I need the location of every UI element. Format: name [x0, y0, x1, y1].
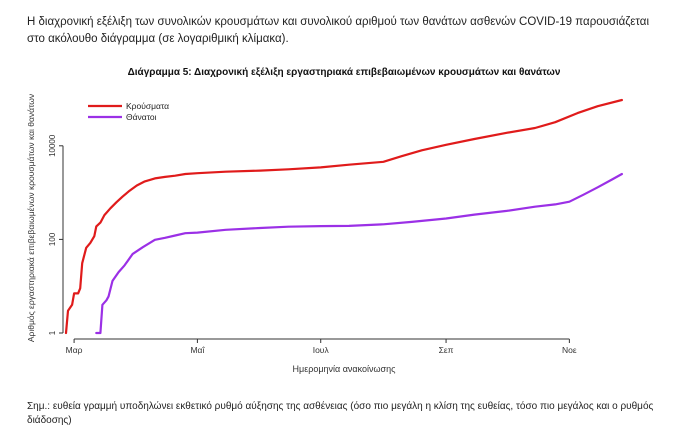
legend-label-1: Κρούσματα — [126, 101, 169, 111]
x-tick-label: Ιουλ — [313, 345, 330, 355]
legend-label-2: Θάνατοι — [126, 112, 157, 122]
line-chart: 1 100 10000 Μαρ Μαΐ Ιουλ Σεπ Νοε ΚρούσματαΘάνατ… — [26, 94, 623, 374]
y-tick-label: 1 — [48, 330, 57, 335]
x-axis-label: Ημερομηνία ανακοίνωσης — [293, 364, 397, 374]
y-tick-label: 100 — [48, 232, 57, 246]
chart-axes: 1 100 10000 Μαρ Μαΐ Ιουλ Σεπ Νοε — [48, 134, 577, 355]
x-tick-label: Σεπ — [439, 345, 454, 355]
x-tick-label: Μαΐ — [190, 345, 205, 355]
chart-series — [64, 98, 623, 335]
intro-paragraph: Η διαχρονική εξέλιξη των συνολικών κρουσ… — [27, 16, 649, 45]
x-tick-label: Μαρ — [66, 345, 83, 355]
footnote: Σημ.: ευθεία γραμμή υποδηλώνει εκθετικό … — [27, 401, 654, 426]
x-tick-label: Νοε — [562, 345, 577, 355]
series-line-2 — [95, 172, 623, 335]
y-tick-label: 10000 — [48, 134, 57, 157]
series-line-1 — [64, 98, 623, 335]
chart-title: Διάγραμμα 5: Διαχρονική εξέλιξη εργαστηρ… — [127, 67, 561, 78]
y-axis-label: Αριθμός εργαστηριακά επιβεβαιωμένων κρου… — [26, 94, 36, 342]
